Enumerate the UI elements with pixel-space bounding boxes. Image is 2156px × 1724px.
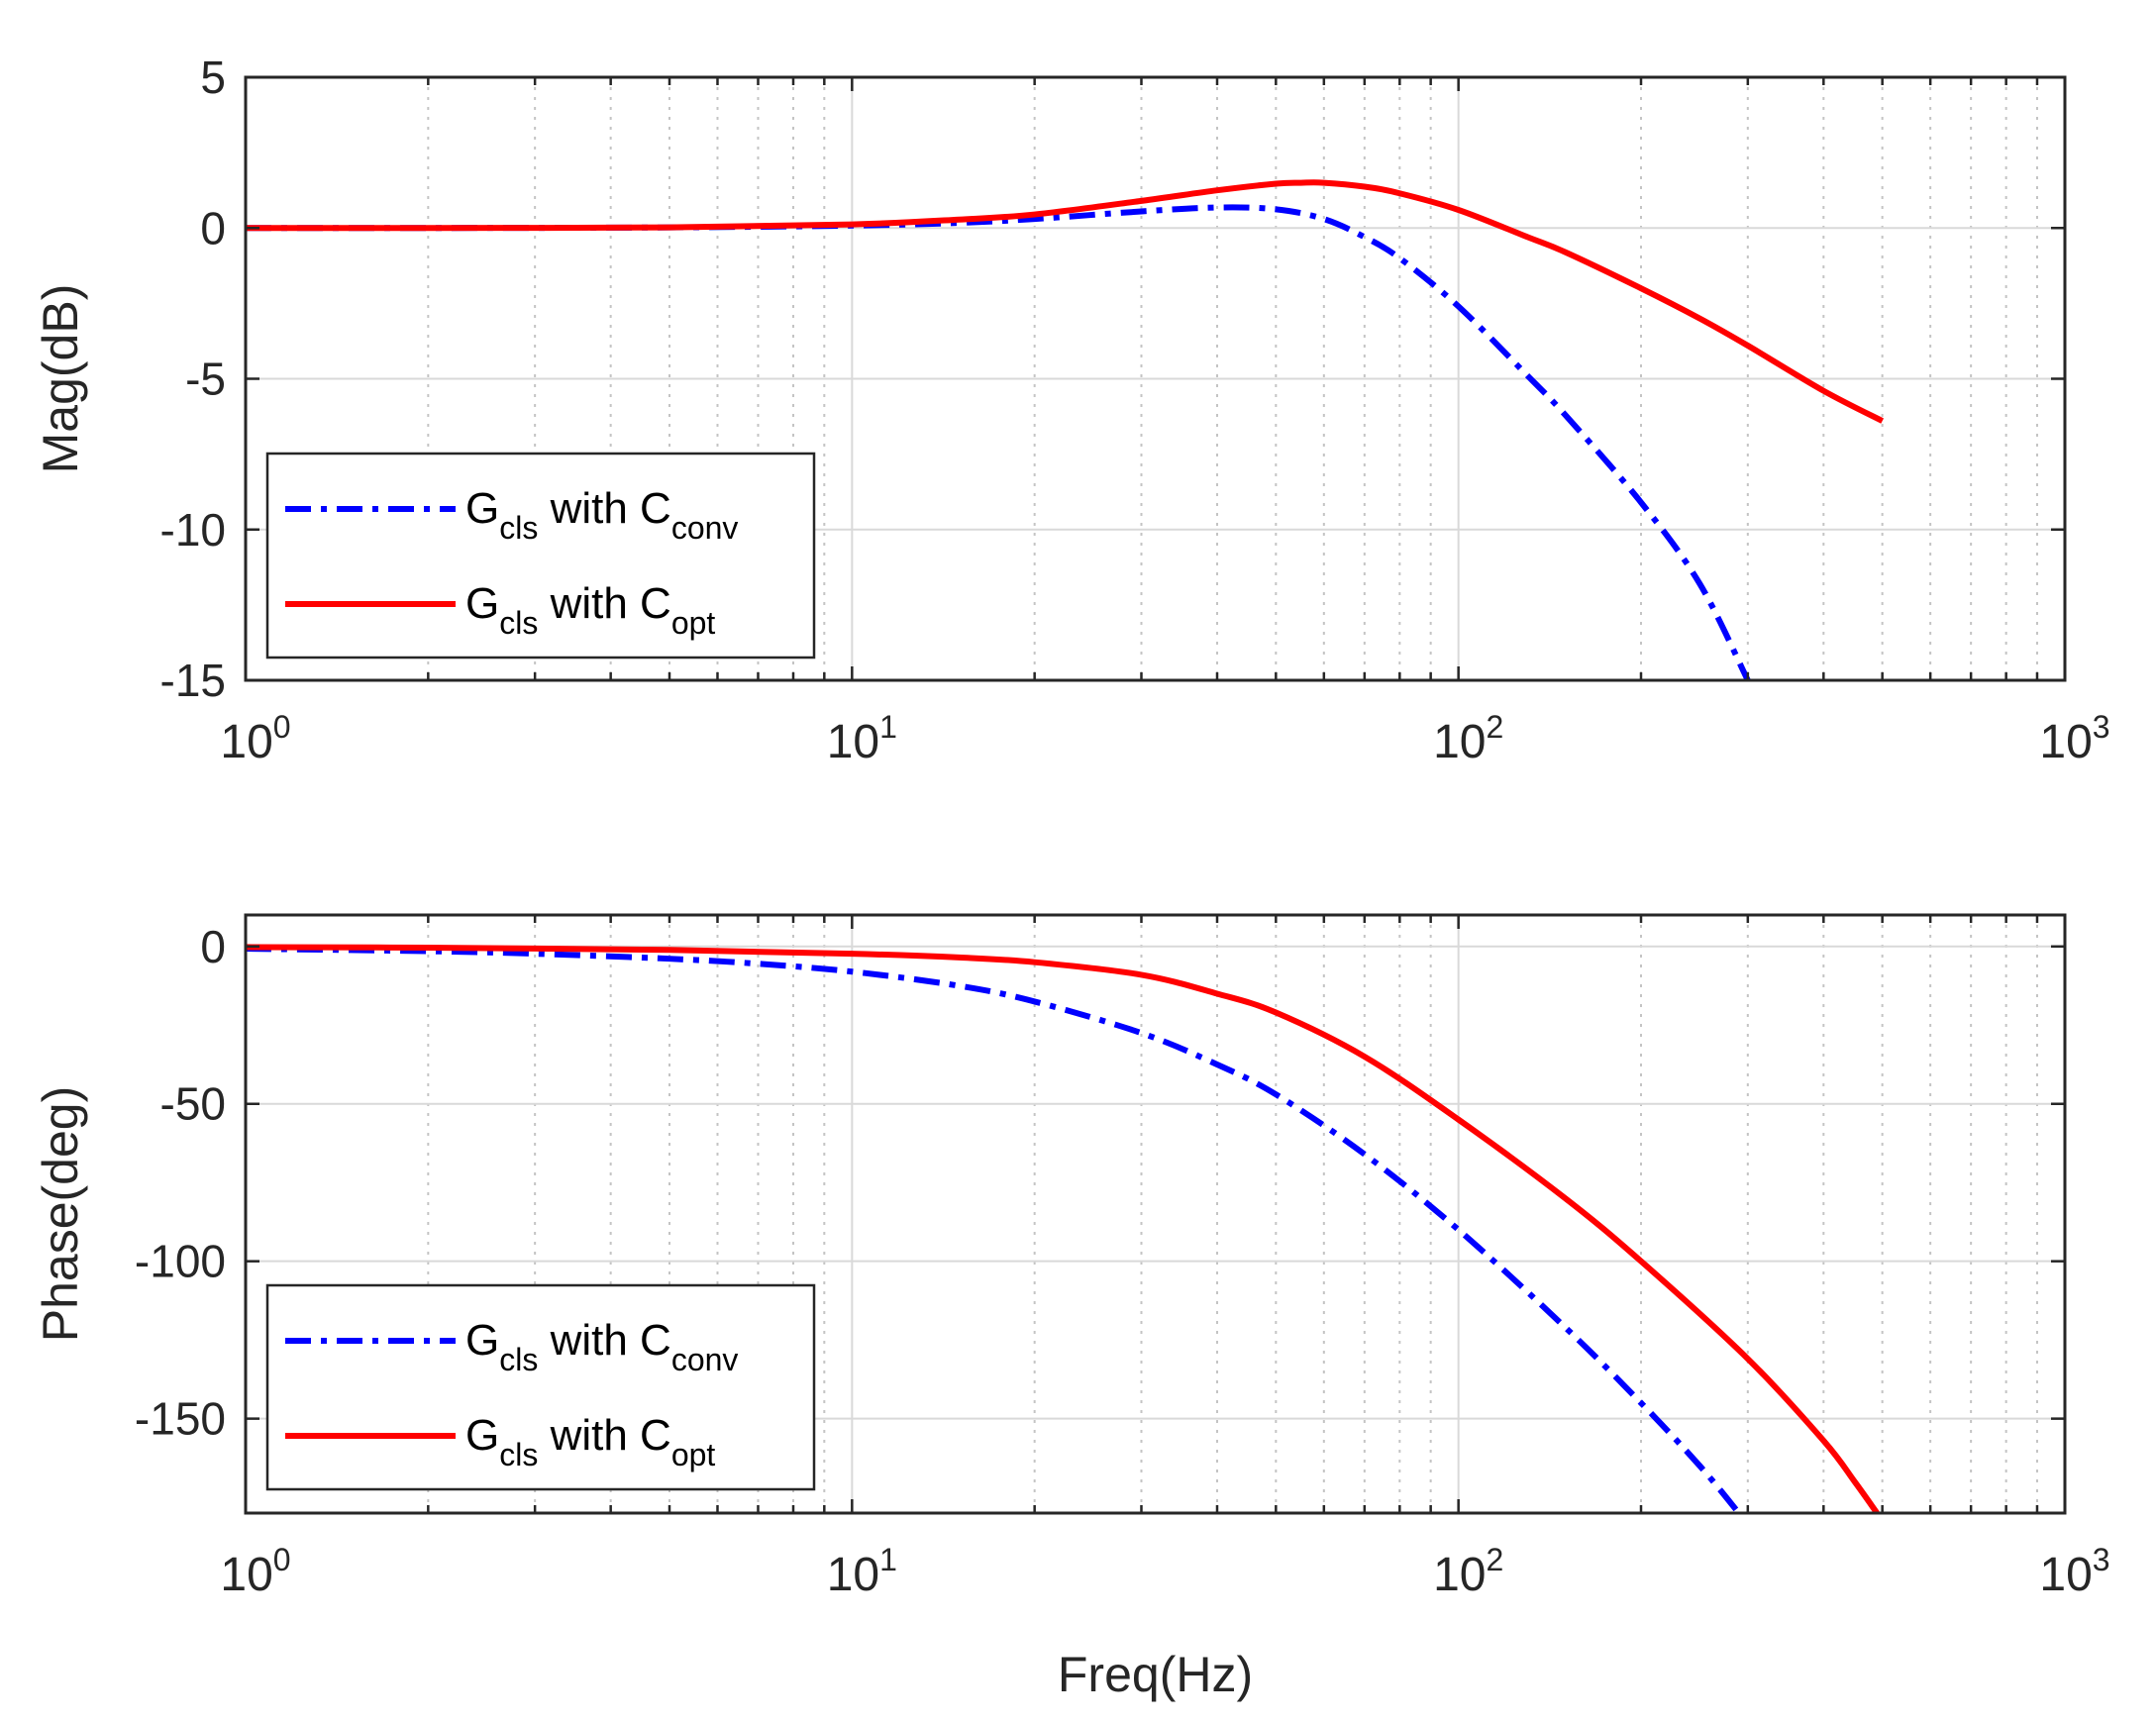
phase-curve-opt (246, 944, 1880, 1513)
phase-y-axis-label: Phase(deg) (33, 1086, 88, 1343)
magnitude-plot: 5 0 -5 -10 -15 100 101 102 103 Mag(dB) G… (33, 51, 2110, 768)
phase-legend: Gcls with Cconv Gcls with Copt (265, 1283, 816, 1491)
magnitude-xtick-label: 101 (827, 709, 897, 768)
magnitude-y-axis-label: Mag(dB) (33, 284, 88, 474)
phase-xtick-label: 102 (1433, 1542, 1503, 1601)
magnitude-ytick-label: 0 (200, 202, 226, 254)
magnitude-series (246, 179, 1885, 680)
phase-xtick-label: 100 (220, 1542, 290, 1601)
legend-label-conv: Gcls with Cconv (465, 1316, 738, 1377)
magnitude-xtick-label: 102 (1433, 709, 1503, 768)
phase-series (246, 944, 1880, 1513)
magnitude-ytick-label: -15 (160, 655, 226, 706)
legend-label-conv: Gcls with Cconv (465, 484, 738, 546)
phase-legend-box (265, 1283, 816, 1491)
magnitude-legend-box (265, 452, 816, 659)
phase-ytick-label: 0 (200, 921, 226, 972)
magnitude-xtick-label: 100 (220, 709, 290, 768)
frequency-x-axis-label: Freq(Hz) (1058, 1647, 1253, 1702)
magnitude-ytick-label: -5 (185, 354, 226, 405)
magnitude-xtick-label: 103 (2039, 709, 2109, 768)
phase-xtick-label: 101 (827, 1542, 897, 1601)
phase-axes-frame (244, 913, 2067, 1515)
phase-curve-conv (246, 946, 1742, 1513)
phase-plot: 0 -50 -100 -150 100 101 102 103 Phase(de… (33, 913, 2110, 1702)
phase-xtick-label: 103 (2039, 1542, 2109, 1601)
magnitude-ytick-label: 5 (200, 51, 226, 103)
magnitude-legend: Gcls with Cconv Gcls with Copt (265, 452, 816, 659)
phase-ytick-label: -150 (135, 1393, 226, 1445)
magnitude-ytick-label: -10 (160, 504, 226, 556)
magnitude-tick-marks (244, 75, 2067, 682)
phase-ytick-label: -100 (135, 1236, 226, 1287)
magnitude-curve-opt (246, 179, 1885, 424)
phase-ytick-label: -50 (160, 1078, 226, 1130)
legend-label-opt: Gcls with Copt (465, 1411, 715, 1472)
phase-tick-marks (244, 915, 2067, 1513)
legend-label-opt: Gcls with Copt (465, 579, 715, 641)
